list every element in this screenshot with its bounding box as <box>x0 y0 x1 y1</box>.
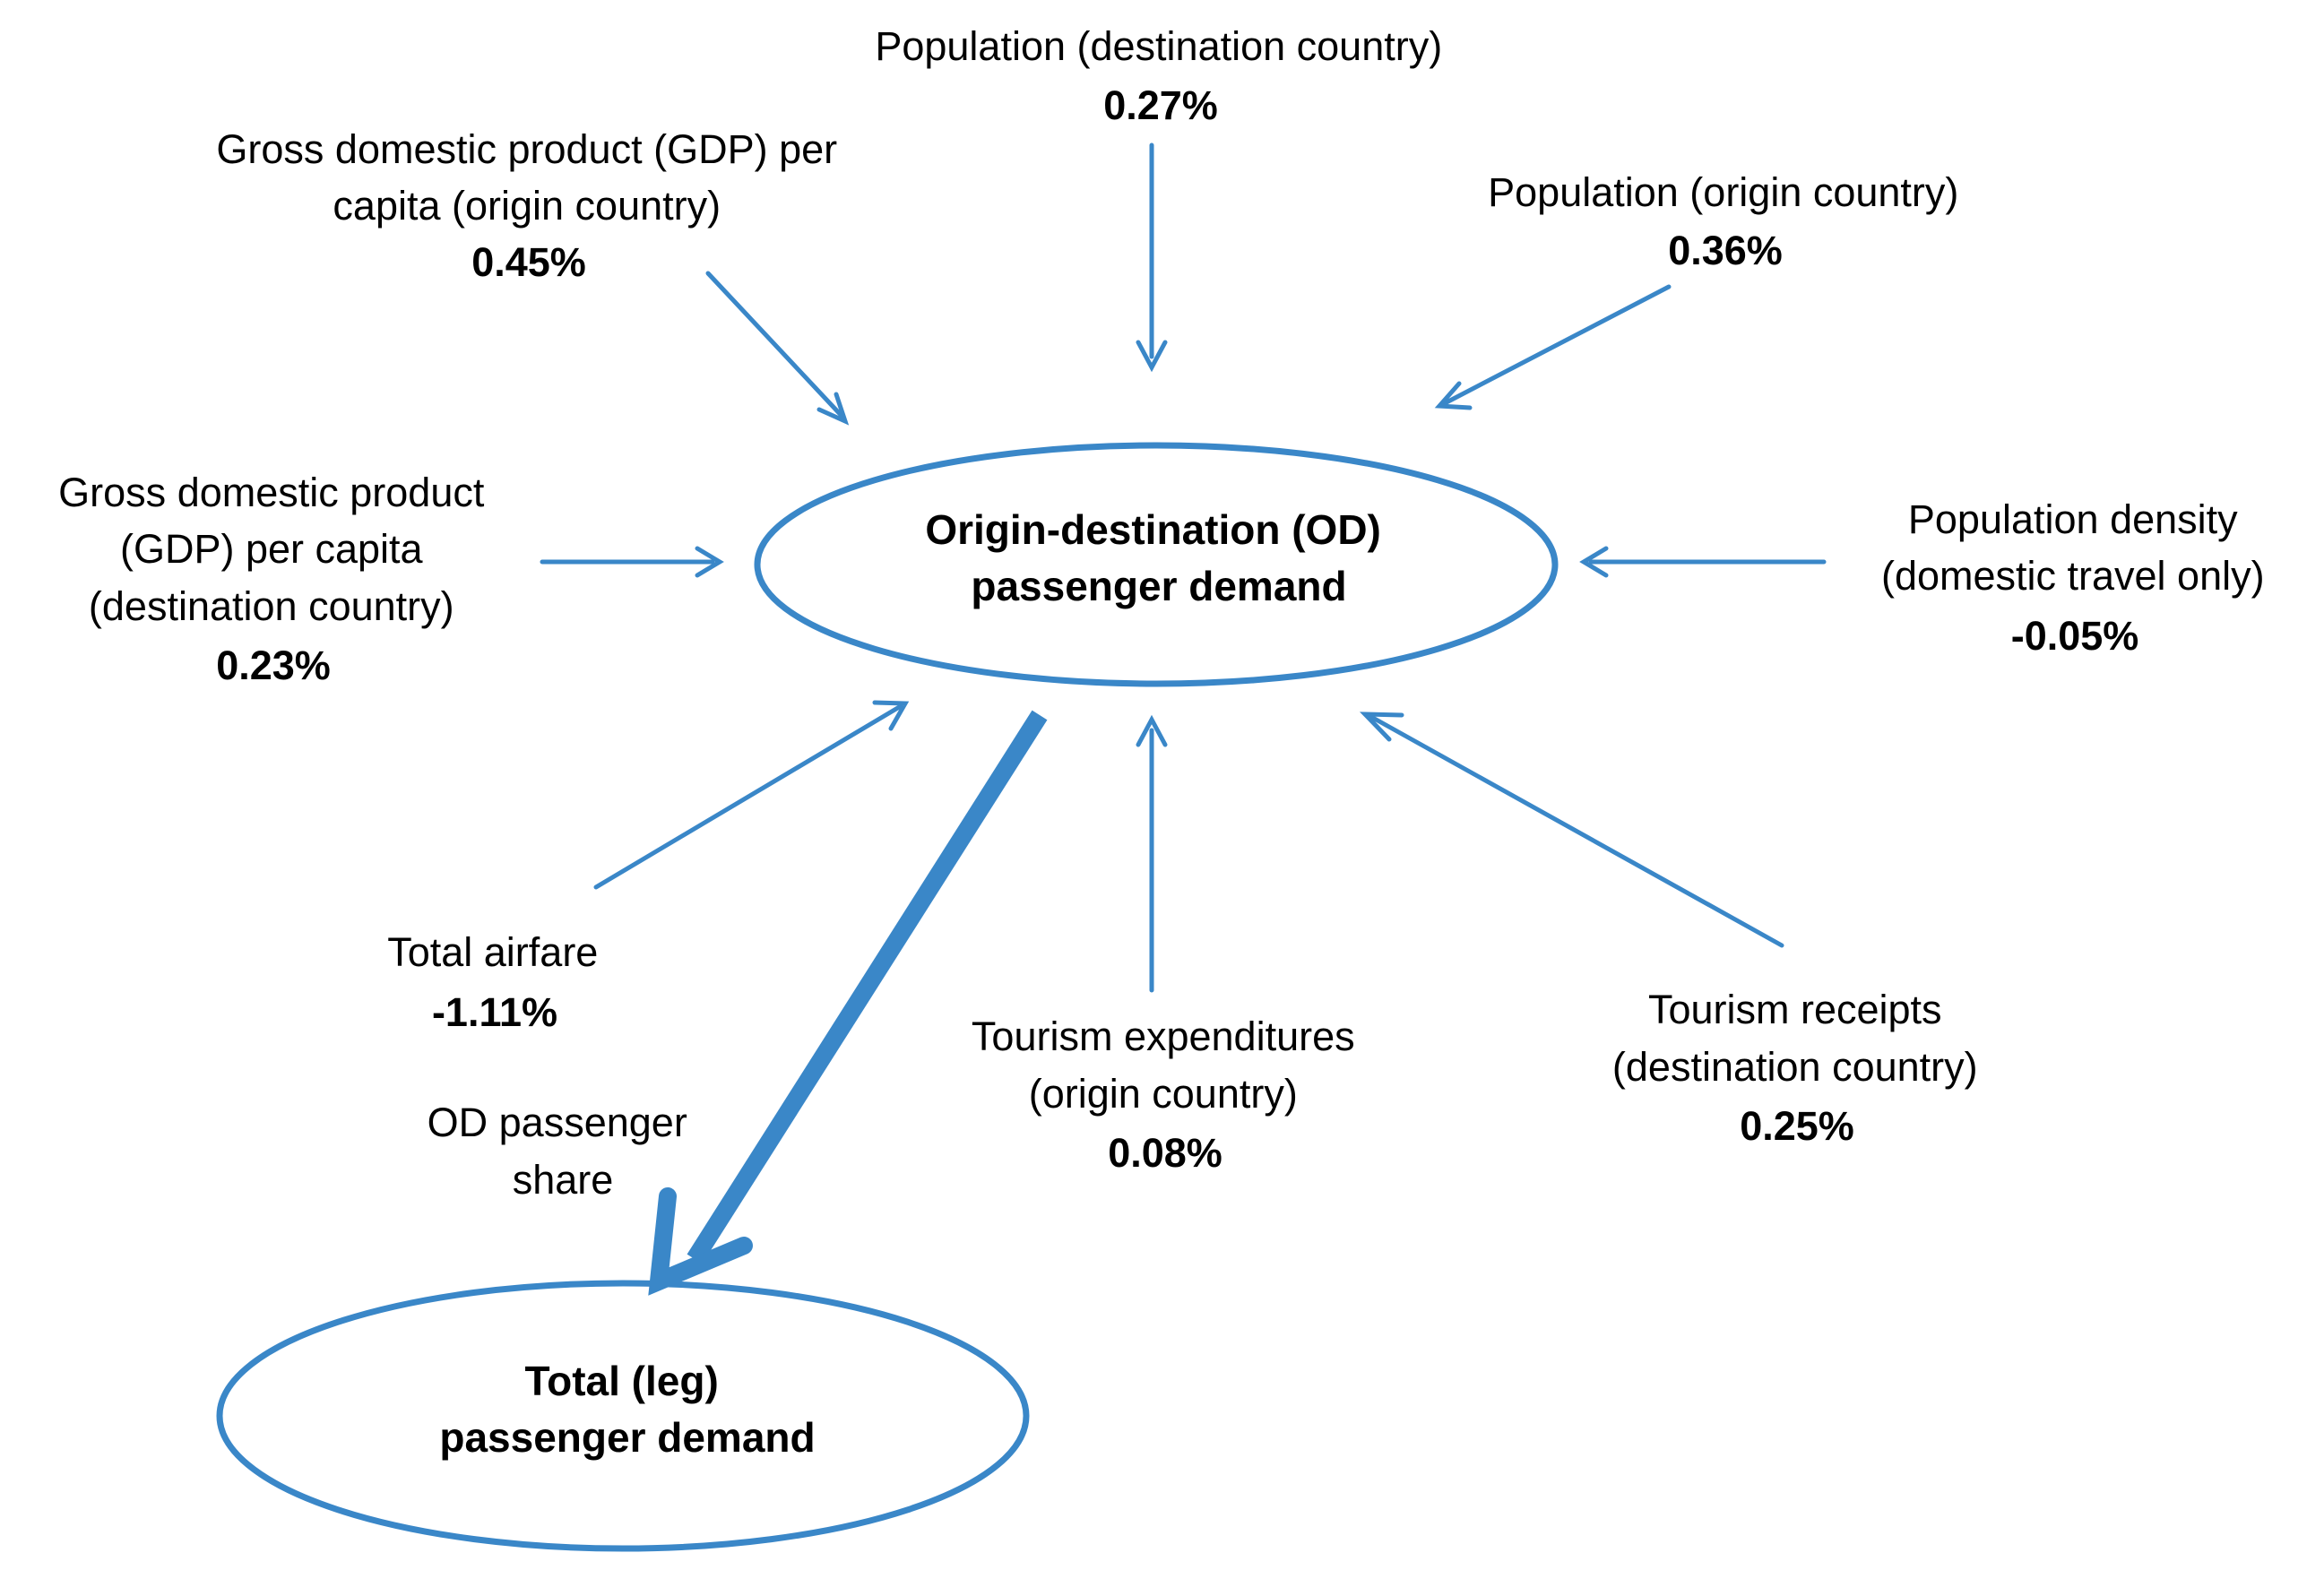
factor-population-density: Population density (domestic travel only… <box>1881 496 2268 659</box>
od-demand-label: Origin-destination (OD) passenger demand <box>925 506 1392 609</box>
arrowhead-population-origin <box>1434 381 1473 410</box>
od-share-arrow-shaft <box>687 710 1048 1264</box>
factor-population-destination-label: Population (destination country) <box>875 23 1442 69</box>
factor-gdp-destination-value: 0.23% <box>216 643 331 688</box>
arrow-total-airfare <box>593 703 903 890</box>
arrowhead-population-destination <box>1136 340 1168 373</box>
factor-gdp-origin-label-line2: capita (origin country) <box>333 183 721 229</box>
factor-population-density-value: -0.05% <box>2011 613 2139 659</box>
arrow-tourism-receipts <box>1369 714 1784 948</box>
total-demand-label: Total (leg) passenger demand <box>439 1358 815 1461</box>
arrowhead-tourism-receipts <box>1359 712 1404 742</box>
od-share-label-line2: share <box>513 1157 614 1203</box>
factor-total-airfare-label: Total airfare <box>387 929 598 975</box>
arrowhead-tourism-expenditures <box>1136 714 1168 747</box>
factor-gdp-destination-label-line3: (destination country) <box>89 583 454 629</box>
factor-arrows <box>540 142 1827 993</box>
factor-population-destination: Population (destination country) 0.27% <box>875 23 1446 128</box>
factor-population-origin-value: 0.36% <box>1668 228 1783 273</box>
factor-population-destination-value: 0.27% <box>1103 82 1218 128</box>
factor-gdp-destination: Gross domestic product (GDP) per capita … <box>58 470 488 688</box>
arrowhead-population-density <box>1579 546 1609 578</box>
factor-total-airfare: Total airfare -1.11% <box>387 929 602 1035</box>
factor-tourism-expenditures-label-line1: Tourism expenditures <box>972 1014 1355 1059</box>
od-share-arrow <box>648 710 1048 1296</box>
arrowhead-gdp-origin <box>816 392 850 426</box>
factor-gdp-destination-label-line1: Gross domestic product <box>58 470 485 515</box>
factor-tourism-expenditures-value: 0.08% <box>1108 1130 1222 1176</box>
factor-tourism-expenditures: Tourism expenditures (origin country) 0.… <box>972 1014 1359 1176</box>
arrowhead-total-airfare <box>872 700 910 731</box>
od-demand-label-line2: passenger demand <box>971 563 1346 609</box>
total-demand-label-line1: Total (leg) <box>524 1358 718 1404</box>
factor-tourism-receipts-value: 0.25% <box>1740 1103 1854 1149</box>
factor-tourism-receipts-label-line1: Tourism receipts <box>1648 987 1942 1032</box>
factor-population-density-label-line2: (domestic travel only) <box>1881 553 2265 599</box>
factor-population-origin-label: Population (origin country) <box>1488 169 1958 215</box>
factor-tourism-receipts: Tourism receipts (destination country) 0… <box>1612 987 1982 1149</box>
factor-tourism-receipts-label-line2: (destination country) <box>1612 1044 1978 1090</box>
od-demand-label-line1: Origin-destination (OD) <box>925 506 1381 553</box>
factor-gdp-origin-label-line1: Gross domestic product (GDP) per <box>216 126 837 172</box>
total-demand-node <box>216 1280 1030 1552</box>
factor-population-origin: Population (origin country) 0.36% <box>1488 169 1963 273</box>
factor-tourism-expenditures-label-line2: (origin country) <box>1029 1071 1298 1117</box>
factor-gdp-origin-value: 0.45% <box>471 239 586 285</box>
od-share-label-line1: OD passenger <box>428 1100 687 1145</box>
total-demand-label-line2: passenger demand <box>439 1414 815 1461</box>
od-share-arrowhead <box>648 1187 753 1296</box>
arrowhead-gdp-destination <box>695 546 724 578</box>
arrow-population-origin <box>1442 284 1672 406</box>
od-share-label: OD passenger share <box>428 1100 699 1203</box>
factor-gdp-origin: Gross domestic product (GDP) per capita … <box>216 126 841 285</box>
factor-population-density-label-line1: Population density <box>1908 496 2238 542</box>
factor-total-airfare-value: -1.11% <box>432 989 557 1035</box>
factor-gdp-destination-label-line2: (GDP) per capita <box>120 526 424 572</box>
arrow-gdp-origin <box>705 271 845 419</box>
od-demand-node <box>754 442 1559 687</box>
